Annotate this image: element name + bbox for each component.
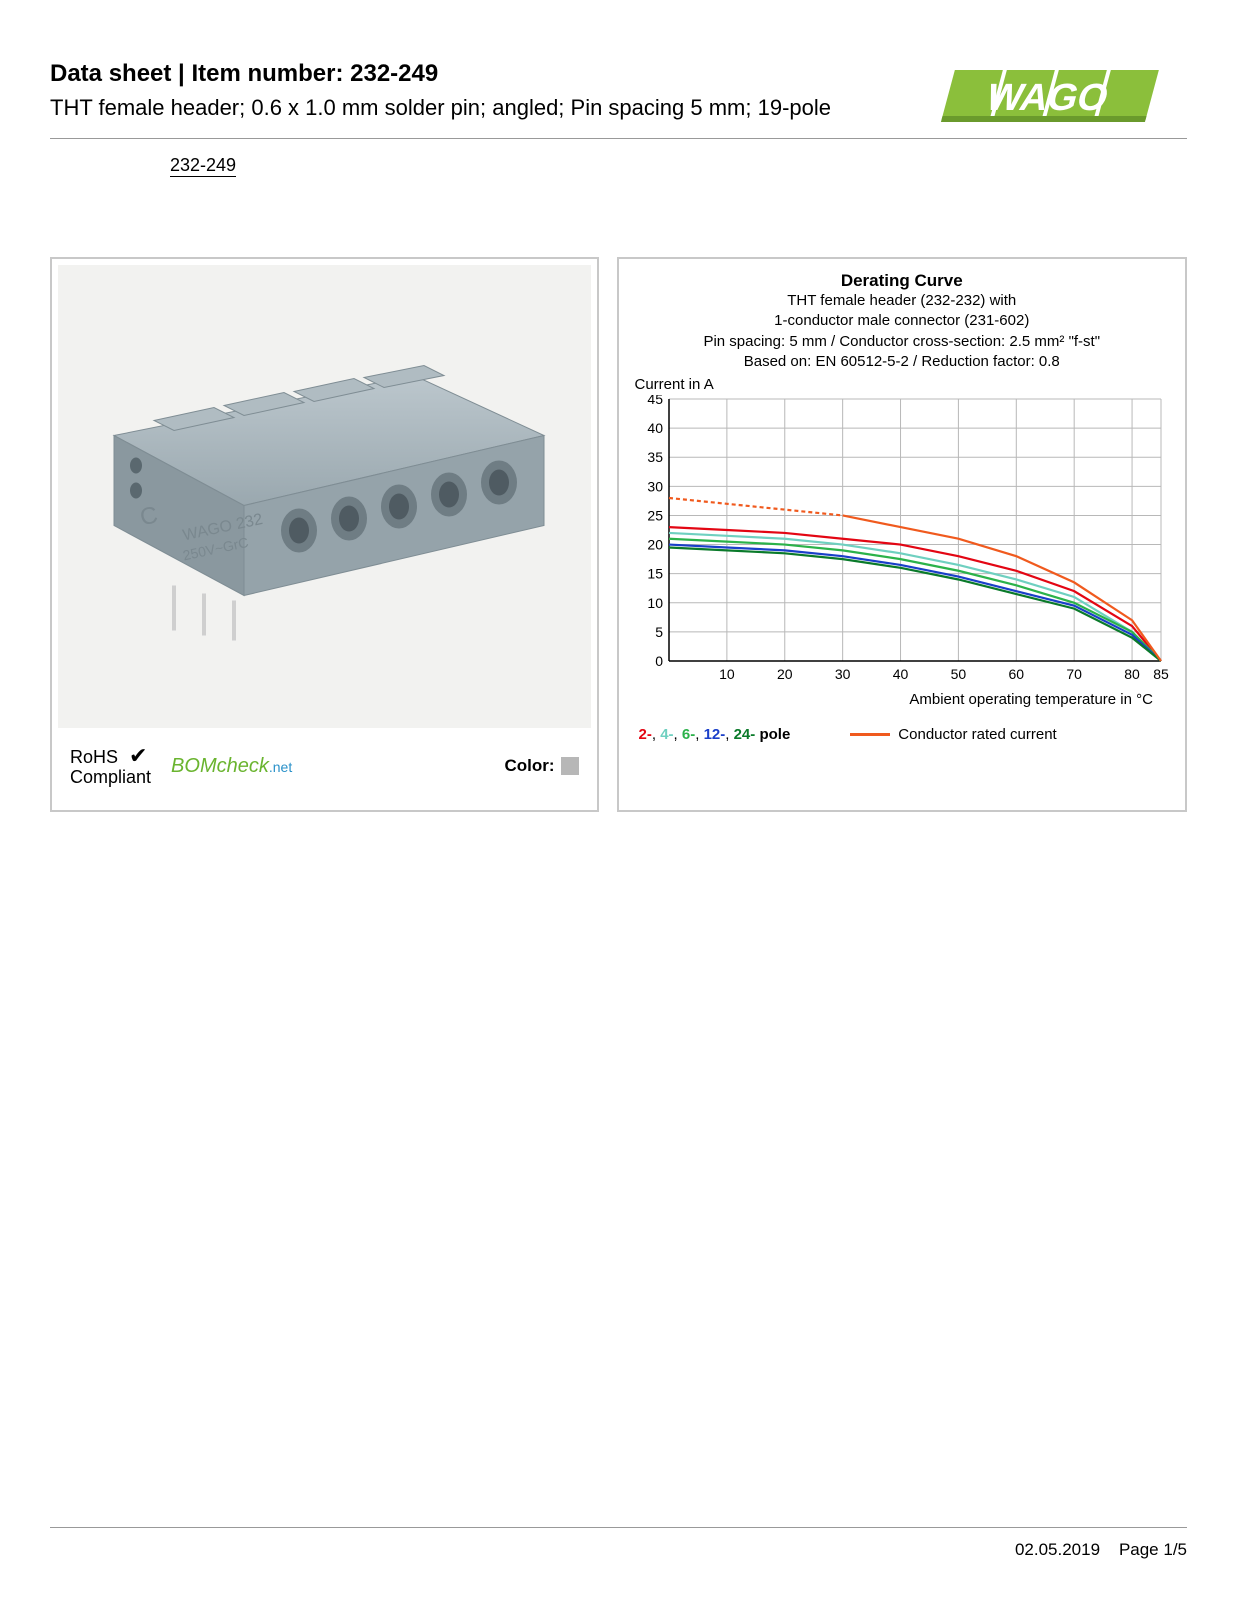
item-link[interactable]: 232-249	[170, 155, 236, 177]
svg-text:10: 10	[719, 666, 735, 682]
svg-text:40: 40	[647, 420, 663, 436]
title-prefix: Data sheet	[50, 60, 171, 87]
title-item-label: Item number:	[191, 60, 343, 87]
svg-text:80: 80	[1124, 666, 1140, 682]
check-icon: ✔	[129, 743, 147, 768]
logo: WAGO	[907, 60, 1187, 130]
title-line: Data sheet | Item number: 232-249	[50, 60, 907, 88]
svg-text:10: 10	[647, 595, 663, 611]
bomcheck-net: .net	[269, 759, 292, 775]
svg-text:35: 35	[647, 449, 663, 465]
rohs-line2: Compliant	[70, 767, 151, 787]
product-panel: WAGO 232 250V~GrC C RoHS ✔ Compliant BOM…	[50, 257, 599, 812]
rohs-line1: RoHS	[70, 747, 118, 767]
svg-text:25: 25	[647, 507, 663, 523]
header: Data sheet | Item number: 232-249 THT fe…	[50, 60, 1187, 139]
title-sep: |	[171, 60, 191, 87]
chart-ylabel: Current in A	[635, 376, 1174, 393]
logo-text: WAGO	[982, 77, 1114, 119]
chart-area: 0 5 10 15 20 25 30 35 40 45 10 20 30 40 50 60 70 80 85	[631, 395, 1171, 685]
svg-text:30: 30	[647, 478, 663, 494]
chart-title: Derating Curve	[631, 271, 1174, 291]
badges-row: RoHS ✔ Compliant BOMcheck.net Color:	[52, 734, 597, 810]
svg-text:5: 5	[655, 624, 663, 640]
subtitle: THT female header; 0.6 x 1.0 mm solder p…	[50, 94, 907, 123]
svg-text:50: 50	[950, 666, 966, 682]
svg-text:45: 45	[647, 395, 663, 407]
svg-text:70: 70	[1066, 666, 1082, 682]
svg-text:40: 40	[892, 666, 908, 682]
svg-text:20: 20	[776, 666, 792, 682]
svg-text:0: 0	[655, 653, 663, 669]
legend-rated-line	[850, 733, 890, 736]
bomcheck-badge: BOMcheck.net	[171, 755, 292, 778]
bomcheck-main: BOMcheck	[171, 755, 269, 777]
chart-xlabel: Ambient operating temperature in °C	[631, 691, 1174, 708]
chart-subtitle: THT female header (232-232) with1-conduc…	[631, 291, 1174, 372]
footer-date: 02.05.2019	[1015, 1540, 1100, 1559]
svg-text:15: 15	[647, 566, 663, 582]
footer-page: Page 1/5	[1119, 1540, 1187, 1559]
header-left: Data sheet | Item number: 232-249 THT fe…	[50, 60, 907, 123]
legend-poles: 2-, 4-, 6-, 12-, 24- pole	[639, 726, 791, 743]
svg-text:60: 60	[1008, 666, 1024, 682]
color-swatch	[561, 757, 579, 775]
color-indicator: Color:	[504, 756, 578, 776]
chart-panel: Derating Curve THT female header (232-23…	[617, 257, 1188, 812]
chart-legend: 2-, 4-, 6-, 12-, 24- pole Conductor rate…	[631, 726, 1174, 743]
color-label-text: Color:	[504, 756, 554, 776]
svg-text:30: 30	[834, 666, 850, 682]
panels: WAGO 232 250V~GrC C RoHS ✔ Compliant BOM…	[50, 257, 1187, 812]
rohs-badge: RoHS ✔ Compliant	[70, 744, 151, 788]
product-image: WAGO 232 250V~GrC C	[58, 265, 591, 728]
footer: 02.05.2019 Page 1/5	[50, 1527, 1187, 1560]
svg-text:20: 20	[647, 537, 663, 553]
title-item-number: 232-249	[350, 60, 438, 87]
legend-rated-label: Conductor rated current	[898, 726, 1056, 743]
svg-text:85: 85	[1153, 666, 1169, 682]
